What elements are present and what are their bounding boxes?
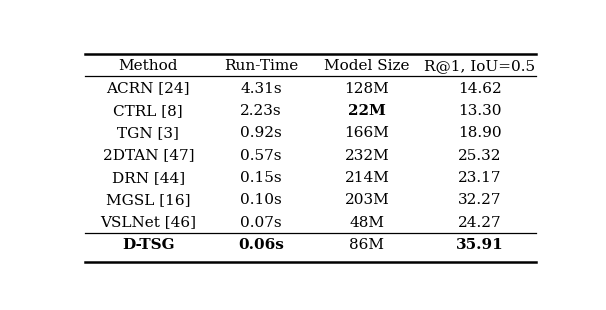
Text: 22M: 22M [348, 104, 386, 118]
Text: CTRL [8]: CTRL [8] [113, 104, 183, 118]
Text: 23.17: 23.17 [458, 171, 501, 185]
Text: Method: Method [119, 59, 178, 73]
Text: R@1, IoU=0.5: R@1, IoU=0.5 [424, 59, 535, 73]
Text: 0.06s: 0.06s [238, 238, 284, 252]
Text: 166M: 166M [344, 126, 390, 140]
Text: VSLNet [46]: VSLNet [46] [100, 215, 196, 229]
Text: 2.23s: 2.23s [240, 104, 282, 118]
Text: 4.31s: 4.31s [240, 82, 282, 95]
Text: 48M: 48M [350, 215, 384, 229]
Text: 25.32: 25.32 [458, 148, 501, 162]
Text: 0.15s: 0.15s [240, 171, 282, 185]
Text: 18.90: 18.90 [458, 126, 501, 140]
Text: 14.62: 14.62 [458, 82, 502, 95]
Text: 0.92s: 0.92s [240, 126, 282, 140]
Text: DRN [44]: DRN [44] [112, 171, 185, 185]
Text: D-TSG: D-TSG [122, 238, 175, 252]
Text: ACRN [24]: ACRN [24] [107, 82, 190, 95]
Text: TGN [3]: TGN [3] [118, 126, 179, 140]
Text: 86M: 86M [350, 238, 384, 252]
Text: 203M: 203M [345, 193, 389, 207]
Text: 214M: 214M [344, 171, 390, 185]
Text: Model Size: Model Size [324, 59, 410, 73]
Text: 32.27: 32.27 [458, 193, 501, 207]
Text: 0.10s: 0.10s [240, 193, 282, 207]
Text: 0.07s: 0.07s [240, 215, 282, 229]
Text: 13.30: 13.30 [458, 104, 501, 118]
Text: 35.91: 35.91 [456, 238, 504, 252]
Text: 232M: 232M [345, 148, 389, 162]
Text: 128M: 128M [345, 82, 389, 95]
Text: MGSL [16]: MGSL [16] [106, 193, 190, 207]
Text: Run-Time: Run-Time [224, 59, 298, 73]
Text: 0.57s: 0.57s [240, 148, 282, 162]
Text: 24.27: 24.27 [458, 215, 501, 229]
Text: 2DTAN [47]: 2DTAN [47] [102, 148, 194, 162]
